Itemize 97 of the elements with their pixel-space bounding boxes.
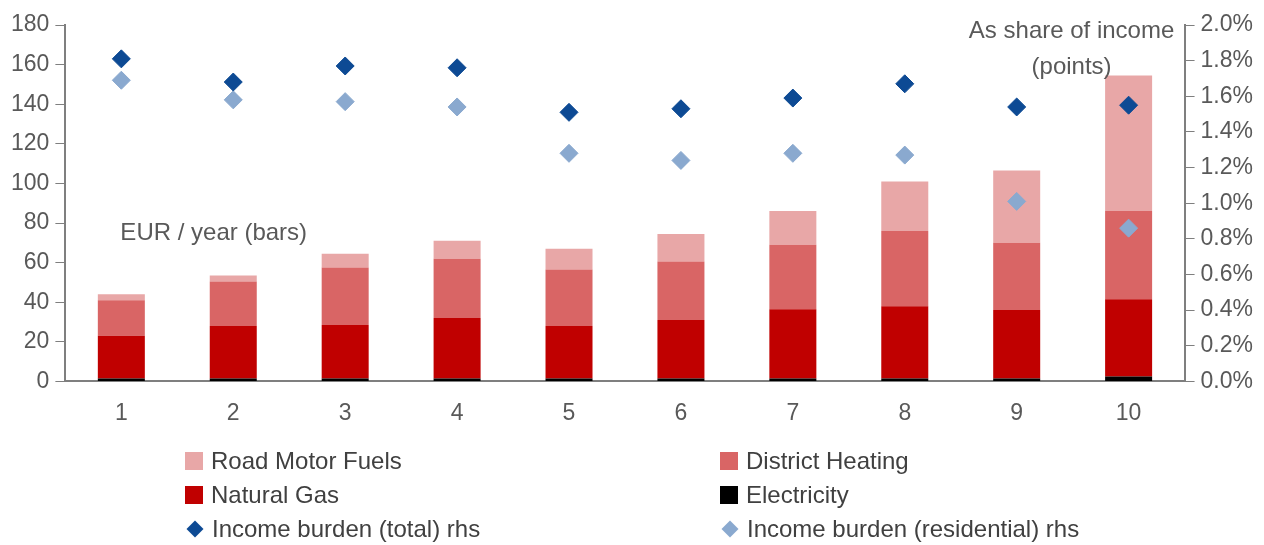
point (783, 143, 803, 163)
point (111, 70, 131, 90)
legend-label: Electricity (746, 481, 849, 509)
bar (97, 378, 145, 381)
bar (433, 240, 481, 259)
y-tick-label: 60 (23, 247, 50, 274)
x-tick-label: 4 (450, 398, 464, 425)
y-tick-label: 180 (11, 10, 50, 37)
bar (433, 318, 481, 379)
y2-tick-label: 0.2% (1200, 331, 1254, 358)
y2-tick-label: 1.2% (1200, 152, 1254, 179)
bar (321, 378, 369, 381)
point (1119, 95, 1139, 115)
bar (993, 310, 1041, 379)
bar (209, 378, 257, 381)
y-tick-label: 140 (11, 89, 50, 116)
bar (209, 281, 257, 326)
y-tick-label: 160 (11, 49, 50, 76)
y-tick-label: 80 (23, 208, 50, 235)
bar (657, 261, 705, 321)
bar (993, 378, 1041, 381)
y2-tick-label: 0.6% (1200, 259, 1254, 286)
x-tick-label: 2 (226, 398, 240, 425)
point (335, 56, 355, 76)
bar (545, 269, 593, 326)
point (111, 49, 131, 69)
point (895, 145, 915, 165)
bar (769, 378, 817, 381)
bar (1105, 299, 1153, 377)
x-tick-label: 3 (338, 398, 352, 425)
bar (993, 242, 1041, 311)
bar (321, 267, 369, 325)
y2-tick-label: 1.8% (1200, 45, 1254, 72)
point (559, 102, 579, 122)
y2-axis-title: As share of income (points) (968, 15, 1175, 79)
bar (97, 300, 145, 336)
x-tick-label: 6 (674, 398, 688, 425)
point (1007, 97, 1027, 117)
bar (657, 378, 705, 381)
legend-label: Road Motor Fuels (211, 447, 402, 475)
bar (881, 230, 929, 307)
point (559, 143, 579, 163)
x-tick-label: 5 (562, 398, 576, 425)
bar (433, 378, 481, 381)
bar (545, 378, 593, 381)
bar (545, 248, 593, 270)
point (671, 99, 691, 119)
bar (881, 378, 929, 381)
bar (993, 170, 1041, 243)
point (447, 97, 467, 117)
point (1119, 218, 1139, 238)
y2-tick-label: 2.0% (1200, 10, 1254, 37)
x-tick-label: 1 (114, 398, 128, 425)
bar (97, 294, 145, 301)
legend-label: Income burden (residential) rhs (747, 515, 1080, 543)
bar (1105, 376, 1153, 381)
y2-tick-label: 1.4% (1200, 117, 1254, 144)
x-tick-label: 7 (786, 398, 800, 425)
bar (1105, 211, 1153, 300)
bar (209, 325, 257, 379)
point (895, 74, 915, 94)
point (335, 92, 355, 112)
bar (545, 325, 593, 379)
bar (769, 244, 817, 310)
bar (881, 306, 929, 379)
point (223, 72, 243, 92)
bar (321, 324, 369, 379)
y-tick-label: 20 (23, 327, 50, 354)
legend-label: Natural Gas (211, 481, 340, 509)
y-tick-label: 120 (11, 129, 50, 156)
bar (321, 253, 369, 268)
bar (769, 309, 817, 379)
y2-tick-label: 0.4% (1200, 295, 1254, 322)
bar (433, 258, 481, 319)
y2-tick-label: 1.6% (1200, 81, 1254, 108)
y2-tick-label: 0.0% (1200, 366, 1254, 393)
y2-tick-label: 0.8% (1200, 224, 1254, 251)
bar (881, 181, 929, 231)
bar (97, 335, 145, 379)
x-tick-label: 8 (898, 398, 912, 425)
bar (209, 275, 257, 282)
bar (769, 211, 817, 245)
x-tick-label: 9 (1010, 398, 1024, 425)
bar (657, 233, 705, 262)
y2-tick-label: 1.0% (1200, 188, 1254, 215)
legend-label: Income burden (total) rhs (212, 515, 481, 543)
x-tick-label: 10 (1115, 398, 1142, 425)
point (783, 88, 803, 108)
point (447, 58, 467, 78)
y-tick-label: 100 (11, 168, 50, 195)
y-tick-label: 0 (36, 366, 50, 393)
y-axis-title: EUR / year (bars) (120, 217, 308, 245)
point (223, 90, 243, 110)
bar (657, 320, 705, 379)
legend-label: District Heating (746, 447, 909, 475)
point (671, 150, 691, 170)
y-tick-label: 40 (23, 287, 50, 314)
